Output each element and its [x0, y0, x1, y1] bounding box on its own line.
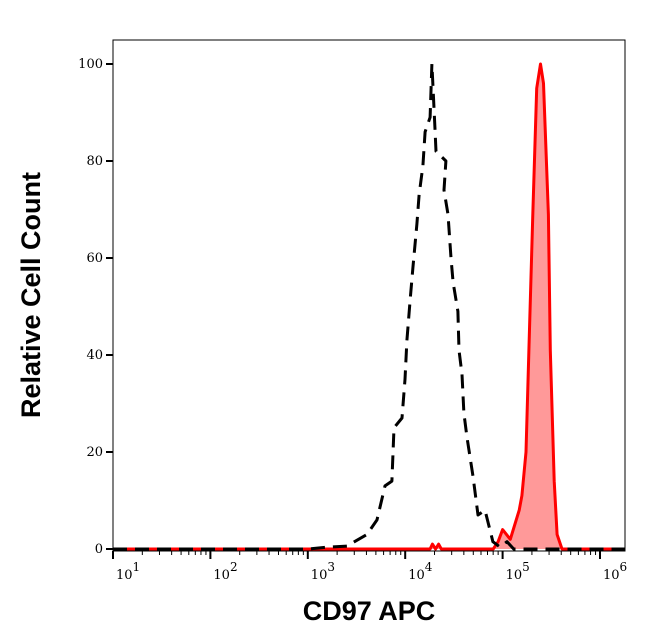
- stained-series-line: [113, 62, 625, 551]
- plot-frame: [112, 39, 626, 552]
- x-tick-label: 101: [116, 560, 140, 583]
- y-tick-label: 0: [95, 542, 103, 557]
- x-axis-title: CD97 APC: [303, 596, 436, 626]
- x-tick-label: 102: [213, 560, 237, 583]
- y-tick-label: 40: [86, 348, 103, 363]
- y-tick-label: 100: [78, 57, 103, 72]
- x-tick-label: 105: [506, 560, 530, 583]
- y-axis-title: Relative Cell Count: [16, 172, 46, 418]
- x-tick-label: 106: [603, 560, 627, 583]
- control-series-line: [113, 62, 625, 551]
- x-tick-label: 103: [311, 560, 335, 583]
- y-tick-label: 60: [86, 251, 103, 266]
- y-tick-label: 80: [86, 154, 103, 169]
- x-tick-label: 104: [408, 560, 433, 583]
- y-tick-label: 20: [86, 445, 103, 460]
